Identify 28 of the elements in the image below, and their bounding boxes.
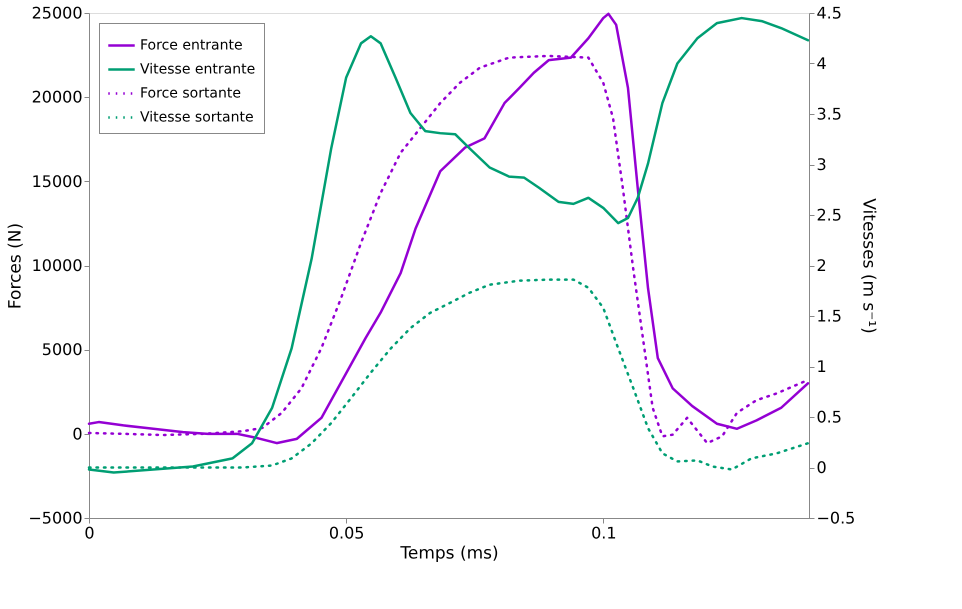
y-tick-label: 15000 <box>32 172 82 191</box>
legend-label: Vitesse entrante <box>140 62 256 78</box>
y2-tick-label: 2.5 <box>816 206 842 224</box>
y2-tick-label: 4 <box>816 54 827 73</box>
y-tick-label: 20000 <box>32 88 82 107</box>
x-tick-label: 0 <box>84 524 95 542</box>
y-tick-label: 0 <box>72 424 82 444</box>
x-tick-label: 0.1 <box>591 524 617 542</box>
y2-tick-label: 0.5 <box>816 408 842 426</box>
y-tick-label: −5000 <box>28 508 82 528</box>
y2-tick-label: −0.5 <box>816 508 856 528</box>
y2-tick-label: 4.5 <box>816 4 842 22</box>
y2-tick-label: 0 <box>816 458 827 477</box>
y2-tick-label: 3 <box>816 155 827 174</box>
x-tick-label: 0.05 <box>328 524 364 542</box>
x-axis-title: Temps (ms) <box>399 544 499 564</box>
y-tick-label: 10000 <box>32 256 82 275</box>
y2-tick-label: 3.5 <box>816 104 842 124</box>
y2-tick-label: 1.5 <box>816 306 842 326</box>
y2-tick-label: 2 <box>816 256 827 275</box>
y-axis-title: Forces (N) <box>5 222 26 310</box>
legend-label: Force sortante <box>140 86 241 102</box>
legend-label: Vitesse sortante <box>140 110 254 126</box>
y2-tick-label: 1 <box>816 357 827 376</box>
y-tick-label: 25000 <box>32 4 82 22</box>
legend-label: Force entrante <box>140 38 243 54</box>
y-tick-label: 5000 <box>42 340 82 360</box>
y2-axis-title: Vitesses (m s⁻¹) <box>858 198 878 334</box>
